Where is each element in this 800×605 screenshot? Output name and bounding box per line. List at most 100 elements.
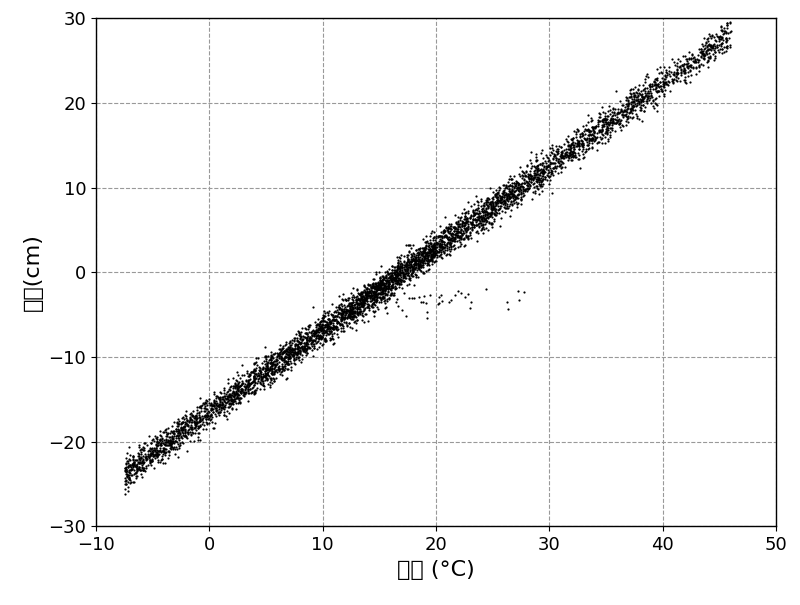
Point: [368, 280, 381, 289]
Point: [120, 480, 133, 489]
Point: [407, 264, 420, 273]
Point: [388, 284, 401, 294]
Point: [653, 68, 666, 78]
Point: [366, 292, 378, 301]
Point: [447, 234, 460, 243]
Point: [524, 170, 537, 180]
Point: [402, 255, 414, 264]
Point: [570, 124, 583, 134]
Point: [442, 234, 454, 244]
Point: [190, 411, 203, 420]
Point: [518, 178, 530, 188]
Point: [276, 356, 289, 365]
Point: [422, 246, 435, 256]
Point: [346, 297, 359, 307]
Point: [262, 355, 275, 365]
Point: [482, 201, 494, 211]
Point: [344, 307, 357, 316]
Point: [616, 106, 629, 116]
Point: [275, 367, 288, 376]
Point: [346, 294, 358, 304]
Point: [339, 302, 352, 312]
Point: [716, 33, 729, 42]
Point: [234, 381, 247, 391]
Point: [578, 134, 591, 143]
Point: [370, 287, 382, 297]
Point: [288, 355, 301, 365]
Point: [147, 448, 160, 457]
Point: [694, 44, 707, 54]
Point: [204, 401, 217, 410]
Point: [347, 302, 360, 312]
Point: [438, 225, 450, 235]
Point: [417, 258, 430, 268]
Point: [525, 163, 538, 172]
Point: [501, 192, 514, 202]
Point: [362, 281, 375, 290]
Point: [600, 128, 613, 138]
Point: [366, 294, 378, 304]
Point: [718, 28, 730, 38]
Point: [486, 223, 498, 232]
Point: [230, 386, 242, 396]
Point: [149, 453, 162, 462]
Point: [495, 194, 508, 204]
Point: [422, 256, 434, 266]
Point: [404, 263, 417, 273]
Point: [274, 364, 286, 374]
Point: [344, 306, 357, 315]
Point: [260, 365, 273, 374]
Point: [715, 38, 728, 48]
Point: [278, 353, 290, 363]
Point: [231, 391, 244, 401]
Point: [310, 344, 323, 354]
Point: [572, 125, 585, 135]
Point: [225, 396, 238, 405]
Point: [336, 310, 349, 320]
Point: [484, 200, 497, 209]
Point: [295, 342, 308, 352]
Point: [243, 378, 256, 388]
Point: [430, 238, 442, 247]
Point: [410, 250, 423, 260]
Point: [481, 216, 494, 226]
Point: [430, 240, 443, 249]
Point: [275, 349, 288, 359]
Point: [260, 352, 273, 362]
Point: [650, 83, 662, 93]
Point: [370, 283, 383, 293]
Point: [478, 215, 491, 224]
Point: [391, 265, 404, 275]
Point: [475, 204, 488, 214]
Point: [326, 299, 338, 309]
Point: [274, 354, 287, 364]
Point: [458, 241, 470, 250]
Point: [470, 205, 483, 215]
Point: [619, 116, 632, 125]
Point: [414, 262, 427, 272]
Point: [139, 438, 152, 448]
Point: [540, 161, 553, 171]
Point: [597, 117, 610, 126]
Point: [564, 142, 577, 152]
Point: [582, 117, 594, 126]
Point: [594, 132, 606, 142]
Point: [514, 171, 526, 181]
Point: [686, 63, 699, 73]
Point: [346, 307, 359, 316]
Point: [586, 134, 598, 143]
Point: [194, 422, 206, 431]
Point: [604, 114, 617, 123]
Point: [427, 242, 440, 252]
Point: [285, 345, 298, 355]
Point: [481, 193, 494, 203]
Point: [300, 339, 313, 349]
Point: [222, 378, 234, 388]
Point: [453, 232, 466, 242]
Point: [298, 343, 310, 353]
Point: [363, 292, 376, 301]
Point: [265, 347, 278, 357]
Point: [592, 137, 605, 147]
Point: [344, 307, 357, 316]
Point: [386, 276, 398, 286]
